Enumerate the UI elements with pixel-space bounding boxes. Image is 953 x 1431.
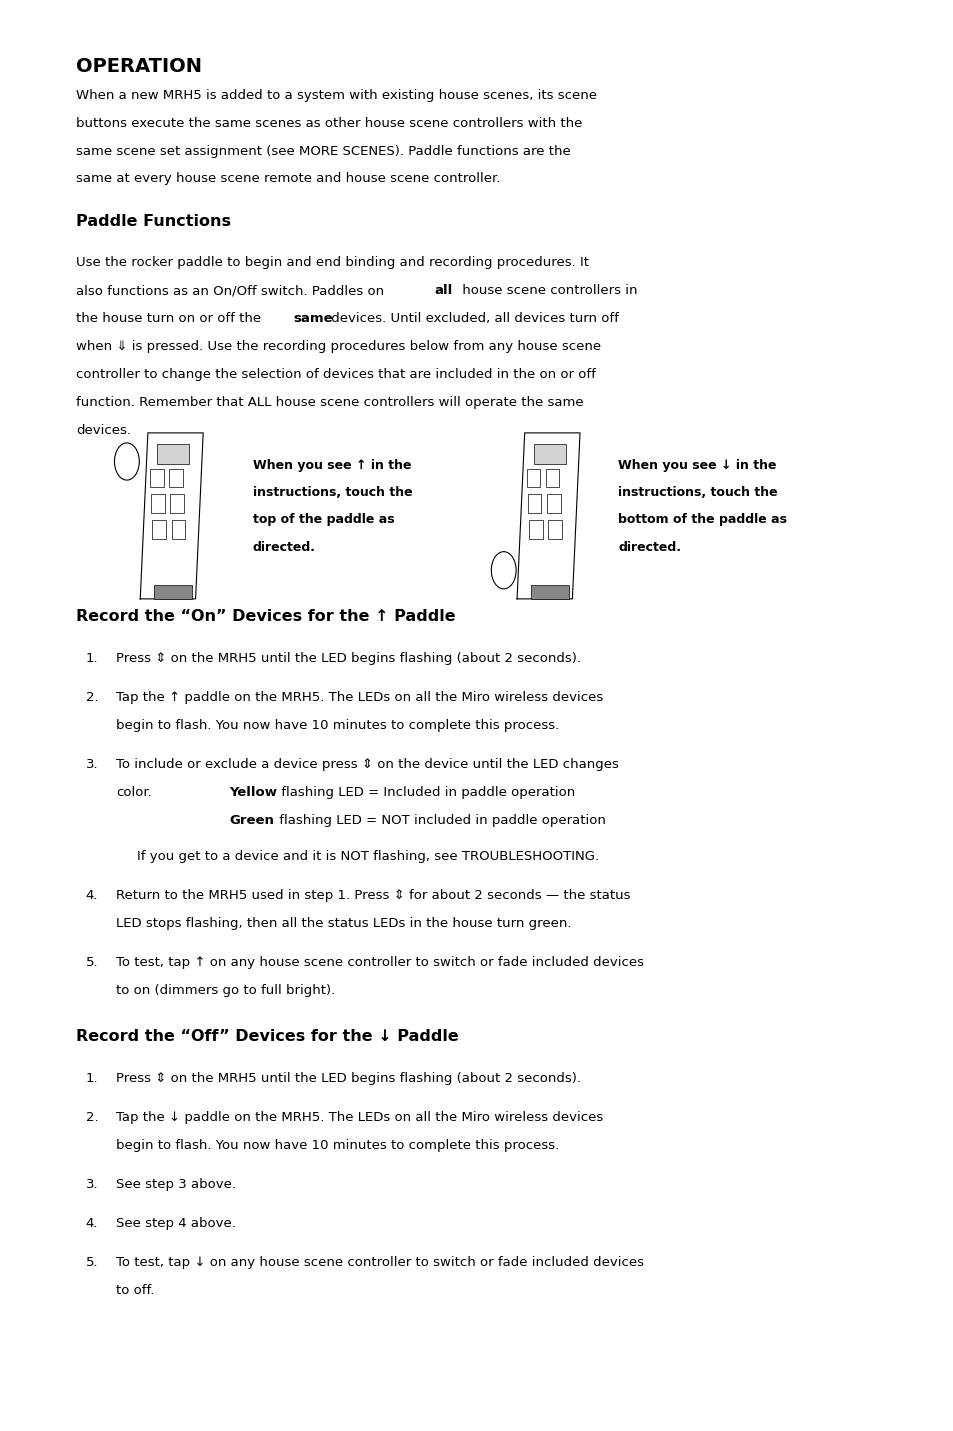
Text: house scene controllers in: house scene controllers in — [457, 283, 637, 298]
Bar — [547, 494, 560, 512]
Bar — [171, 494, 184, 512]
Text: 4.: 4. — [86, 1218, 98, 1231]
Text: all: all — [434, 283, 452, 298]
Text: flashing LED = NOT included in paddle operation: flashing LED = NOT included in paddle op… — [274, 814, 605, 827]
Circle shape — [491, 551, 516, 588]
Text: Return to the MRH5 used in step 1. Press ⇕ for about 2 seconds — the status: Return to the MRH5 used in step 1. Press… — [116, 889, 630, 903]
Text: 5.: 5. — [86, 1256, 98, 1269]
Bar — [529, 519, 542, 538]
Text: devices. Until excluded, all devices turn off: devices. Until excluded, all devices tur… — [327, 312, 618, 325]
Text: also functions as an On/Off switch. Paddles on: also functions as an On/Off switch. Padd… — [76, 283, 388, 298]
Text: LED stops flashing, then all the status LEDs in the house turn green.: LED stops flashing, then all the status … — [116, 917, 571, 930]
Bar — [152, 519, 166, 538]
Text: Yellow: Yellow — [229, 786, 276, 798]
Text: Use the rocker paddle to begin and end binding and recording procedures. It: Use the rocker paddle to begin and end b… — [76, 256, 589, 269]
Text: to off.: to off. — [116, 1284, 154, 1296]
Text: devices.: devices. — [76, 424, 132, 436]
Polygon shape — [517, 432, 579, 598]
Text: function. Remember that ALL house scene controllers will operate the same: function. Remember that ALL house scene … — [76, 395, 583, 409]
Text: When you see ↑ in the: When you see ↑ in the — [253, 458, 411, 472]
Text: If you get to a device and it is NOT flashing, see TROUBLESHOOTING.: If you get to a device and it is NOT fla… — [137, 850, 598, 863]
Text: Record the “On” Devices for the ↑ Paddle: Record the “On” Devices for the ↑ Paddle — [76, 608, 456, 624]
Text: Press ⇕ on the MRH5 until the LED begins flashing (about 2 seconds).: Press ⇕ on the MRH5 until the LED begins… — [116, 1072, 580, 1085]
FancyBboxPatch shape — [157, 444, 190, 464]
Text: 1.: 1. — [86, 653, 98, 665]
Text: 3.: 3. — [86, 758, 98, 771]
Text: the house turn on or off the: the house turn on or off the — [76, 312, 266, 325]
Text: directed.: directed. — [618, 541, 680, 554]
Text: same scene set assignment (see MORE SCENES). Paddle functions are the: same scene set assignment (see MORE SCEN… — [76, 145, 571, 157]
Bar — [548, 519, 561, 538]
Text: 2.: 2. — [86, 1110, 98, 1125]
Bar — [545, 468, 558, 487]
Text: See step 4 above.: See step 4 above. — [116, 1218, 236, 1231]
Text: Green: Green — [229, 814, 274, 827]
Text: top of the paddle as: top of the paddle as — [253, 514, 394, 527]
Text: To include or exclude a device press ⇕ on the device until the LED changes: To include or exclude a device press ⇕ o… — [116, 758, 618, 771]
Text: begin to flash. You now have 10 minutes to complete this process.: begin to flash. You now have 10 minutes … — [116, 1139, 559, 1152]
Text: same: same — [294, 312, 334, 325]
Bar — [172, 519, 185, 538]
Text: Record the “Off” Devices for the ↓ Paddle: Record the “Off” Devices for the ↓ Paddl… — [76, 1029, 458, 1043]
Text: When a new MRH5 is added to a system with existing house scenes, its scene: When a new MRH5 is added to a system wit… — [76, 89, 597, 102]
Bar — [150, 468, 163, 487]
Text: same at every house scene remote and house scene controller.: same at every house scene remote and hou… — [76, 172, 500, 186]
Text: instructions, touch the: instructions, touch the — [253, 487, 412, 499]
Text: when ⇓ is pressed. Use the recording procedures below from any house scene: when ⇓ is pressed. Use the recording pro… — [76, 339, 600, 353]
Text: directed.: directed. — [253, 541, 315, 554]
Text: 3.: 3. — [86, 1178, 98, 1191]
Text: When you see ↓ in the: When you see ↓ in the — [618, 458, 776, 472]
Text: buttons execute the same scenes as other house scene controllers with the: buttons execute the same scenes as other… — [76, 117, 582, 130]
Text: Paddle Functions: Paddle Functions — [76, 215, 231, 229]
Text: To test, tap ↓ on any house scene controller to switch or fade included devices: To test, tap ↓ on any house scene contro… — [116, 1256, 643, 1269]
Text: OPERATION: OPERATION — [76, 57, 202, 76]
Text: bottom of the paddle as: bottom of the paddle as — [618, 514, 786, 527]
FancyBboxPatch shape — [534, 444, 566, 464]
Text: Tap the ↓ paddle on the MRH5. The LEDs on all the Miro wireless devices: Tap the ↓ paddle on the MRH5. The LEDs o… — [116, 1110, 603, 1125]
Text: to on (dimmers go to full bright).: to on (dimmers go to full bright). — [116, 985, 335, 997]
Text: begin to flash. You now have 10 minutes to complete this process.: begin to flash. You now have 10 minutes … — [116, 720, 559, 733]
Text: 5.: 5. — [86, 956, 98, 969]
Text: See step 3 above.: See step 3 above. — [116, 1178, 236, 1191]
Bar — [530, 584, 568, 598]
Circle shape — [114, 442, 139, 479]
Bar — [152, 494, 165, 512]
Text: Tap the ↑ paddle on the MRH5. The LEDs on all the Miro wireless devices: Tap the ↑ paddle on the MRH5. The LEDs o… — [116, 691, 603, 704]
Text: Press ⇕ on the MRH5 until the LED begins flashing (about 2 seconds).: Press ⇕ on the MRH5 until the LED begins… — [116, 653, 580, 665]
Bar — [526, 468, 539, 487]
Text: To test, tap ↑ on any house scene controller to switch or fade included devices: To test, tap ↑ on any house scene contro… — [116, 956, 643, 969]
Text: 4.: 4. — [86, 889, 98, 903]
Bar — [153, 584, 192, 598]
Text: instructions, touch the: instructions, touch the — [618, 487, 777, 499]
Text: 1.: 1. — [86, 1072, 98, 1085]
Text: controller to change the selection of devices that are included in the on or off: controller to change the selection of de… — [76, 368, 596, 381]
Bar — [169, 468, 182, 487]
Text: color.: color. — [116, 786, 152, 798]
Text: 2.: 2. — [86, 691, 98, 704]
Polygon shape — [140, 432, 203, 598]
Bar — [528, 494, 541, 512]
Text: flashing LED = Included in paddle operation: flashing LED = Included in paddle operat… — [276, 786, 575, 798]
